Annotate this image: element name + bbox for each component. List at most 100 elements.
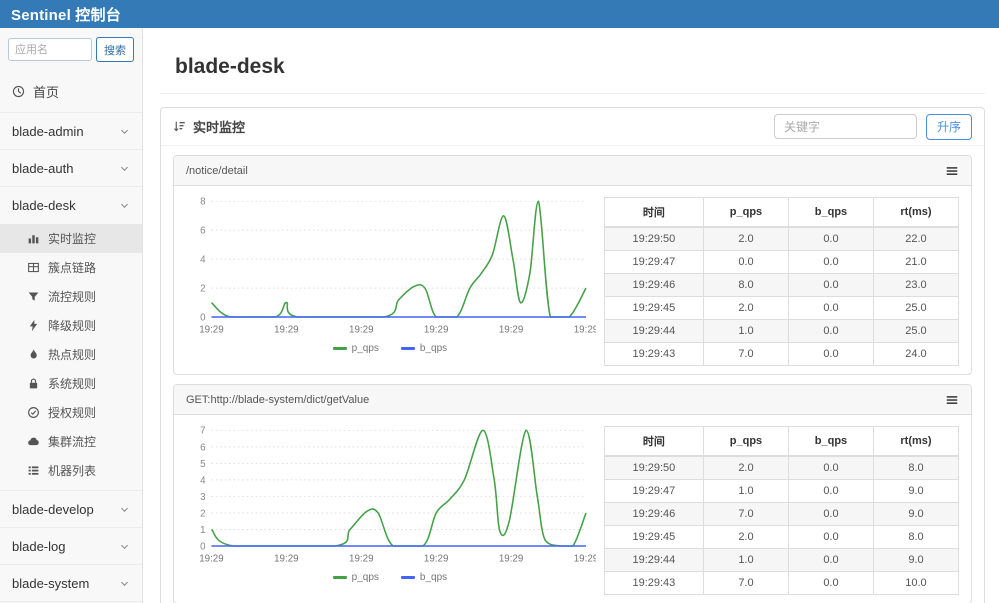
table-cell: 10.0 xyxy=(873,572,958,595)
sidebar-subitem-label: 集群流控 xyxy=(48,433,96,450)
column-header: p_qps xyxy=(703,198,788,228)
sidebar-subitem-label: 热点规则 xyxy=(48,346,96,363)
sidebar-subitem-实时监控[interactable]: 实时监控 xyxy=(0,224,142,253)
legend-item-p_qps: p_qps xyxy=(333,572,379,583)
table-cell: 0.0 xyxy=(788,503,873,526)
sidebar-item-blade-auth[interactable]: blade-auth xyxy=(0,149,142,186)
metrics-table-head: 时间p_qpsb_qpsrt(ms) xyxy=(604,427,958,457)
table-cell: 23.0 xyxy=(873,274,958,297)
metrics-table-head: 时间p_qpsb_qpsrt(ms) xyxy=(604,198,958,228)
table-cell: 0.0 xyxy=(788,297,873,320)
sidebar-submenu-blade-desk: 实时监控簇点链路流控规则降级规则热点规则系统规则授权规则集群流控机器列表 xyxy=(0,223,142,490)
chart-area: 0123456719:2919:2919:2919:2919:2919:29p_… xyxy=(184,421,596,595)
sidebar-item-blade-system[interactable]: blade-system xyxy=(0,564,142,601)
chevron-down-icon xyxy=(119,163,130,174)
table-cell: 1.0 xyxy=(703,480,788,503)
resource-card: /notice/detail0246819:2919:2919:2919:291… xyxy=(173,155,972,375)
svg-text:4: 4 xyxy=(200,475,206,486)
legend-label: p_qps xyxy=(352,343,379,354)
app-search-input[interactable] xyxy=(8,38,92,61)
svg-text:19:29: 19:29 xyxy=(574,554,596,565)
table-cell: 1.0 xyxy=(703,320,788,343)
svg-text:19:29: 19:29 xyxy=(199,554,224,565)
chevron-down-icon xyxy=(119,200,130,211)
table-cell: 0.0 xyxy=(788,320,873,343)
sidebar-item-blade-log[interactable]: blade-log xyxy=(0,527,142,564)
chevron-down-icon xyxy=(119,504,130,515)
table-cell: 0.0 xyxy=(788,480,873,503)
sidebar-item-blade-admin[interactable]: blade-admin xyxy=(0,112,142,149)
bolt-icon xyxy=(27,319,40,332)
svg-text:19:29: 19:29 xyxy=(574,325,596,336)
panel-header: 实时监控 升序 xyxy=(161,108,984,146)
table-cell: 9.0 xyxy=(873,480,958,503)
filter-icon xyxy=(27,290,40,303)
sort-ascending-button[interactable]: 升序 xyxy=(926,114,972,140)
table-icon xyxy=(27,261,40,274)
column-header: p_qps xyxy=(703,427,788,457)
table-cell: 19:29:45 xyxy=(604,297,703,320)
card-body: 0123456719:2919:2919:2919:2919:2919:29p_… xyxy=(174,415,971,603)
table-row: 19:29:467.00.09.0 xyxy=(604,503,958,526)
sidebar-group-label: blade-develop xyxy=(12,502,94,517)
table-cell: 0.0 xyxy=(788,274,873,297)
sidebar-subitem-降级规则[interactable]: 降级规则 xyxy=(0,311,142,340)
sidebar-subitem-集群流控[interactable]: 集群流控 xyxy=(0,427,142,456)
table-row: 19:29:437.00.024.0 xyxy=(604,343,958,366)
svg-text:19:29: 19:29 xyxy=(274,554,299,565)
chart-legend: p_qpsb_qps xyxy=(184,572,596,583)
resource-name: GET:http://blade-system/dict/getValue xyxy=(186,394,369,406)
menu-icon[interactable] xyxy=(945,393,959,407)
table-cell: 7.0 xyxy=(703,503,788,526)
table-row: 19:29:441.00.09.0 xyxy=(604,549,958,572)
table-row: 19:29:452.00.08.0 xyxy=(604,526,958,549)
search-button[interactable]: 搜索 xyxy=(96,37,134,62)
sidebar-search-row: 搜索 xyxy=(0,28,142,71)
svg-text:4: 4 xyxy=(200,255,206,266)
table-cell: 19:29:44 xyxy=(604,320,703,343)
sidebar-item-blade-develop[interactable]: blade-develop xyxy=(0,490,142,527)
table-cell: 0.0 xyxy=(788,343,873,366)
resource-card: GET:http://blade-system/dict/getValue012… xyxy=(173,384,972,603)
table-cell: 2.0 xyxy=(703,456,788,480)
sidebar-subitem-系统规则[interactable]: 系统规则 xyxy=(0,369,142,398)
sidebar-subitem-label: 机器列表 xyxy=(48,462,96,479)
svg-text:1: 1 xyxy=(200,525,205,536)
svg-text:19:29: 19:29 xyxy=(349,554,374,565)
panel-title: 实时监控 xyxy=(193,117,245,136)
svg-text:3: 3 xyxy=(200,492,206,503)
metrics-table-body: 19:29:502.00.022.019:29:470.00.021.019:2… xyxy=(604,227,958,366)
sidebar-subitem-热点规则[interactable]: 热点规则 xyxy=(0,340,142,369)
table-cell: 21.0 xyxy=(873,251,958,274)
sidebar-subitem-簇点链路[interactable]: 簇点链路 xyxy=(0,253,142,282)
divider xyxy=(160,93,985,94)
header-row: 时间p_qpsb_qpsrt(ms) xyxy=(604,427,958,457)
app-title: Sentinel 控制台 xyxy=(11,4,121,25)
table-cell: 8.0 xyxy=(873,456,958,480)
sidebar-subitem-label: 流控规则 xyxy=(48,288,96,305)
keyword-input[interactable] xyxy=(774,114,917,139)
column-header: 时间 xyxy=(604,198,703,228)
table-cell: 7.0 xyxy=(703,572,788,595)
sidebar-subitem-label: 系统规则 xyxy=(48,375,96,392)
sidebar-item-home[interactable]: 首页 xyxy=(0,71,142,112)
panel-title-group: 实时监控 xyxy=(173,117,245,136)
svg-text:19:29: 19:29 xyxy=(199,325,224,336)
sidebar-subitem-机器列表[interactable]: 机器列表 xyxy=(0,456,142,485)
legend-item-b_qps: b_qps xyxy=(401,343,447,354)
table-cell: 19:29:50 xyxy=(604,227,703,251)
table-cell: 22.0 xyxy=(873,227,958,251)
sidebar-subitem-流控规则[interactable]: 流控规则 xyxy=(0,282,142,311)
card-body: 0246819:2919:2919:2919:2919:2919:29p_qps… xyxy=(174,186,971,374)
menu-icon[interactable] xyxy=(945,164,959,178)
sidebar-item-blade-desk[interactable]: blade-desk xyxy=(0,186,142,223)
table-row: 19:29:441.00.025.0 xyxy=(604,320,958,343)
legend-label: p_qps xyxy=(352,572,379,583)
realtime-monitor-panel: 实时监控 升序 /notice/detail0246819:2919:2919:… xyxy=(160,107,985,603)
lock-icon xyxy=(27,377,40,390)
column-header: b_qps xyxy=(788,198,873,228)
sidebar-subitem-授权规则[interactable]: 授权规则 xyxy=(0,398,142,427)
metrics-table: 时间p_qpsb_qpsrt(ms)19:29:502.00.08.019:29… xyxy=(604,426,959,595)
sidebar-subitem-label: 实时监控 xyxy=(48,230,96,247)
sidebar-subitem-label: 授权规则 xyxy=(48,404,96,421)
